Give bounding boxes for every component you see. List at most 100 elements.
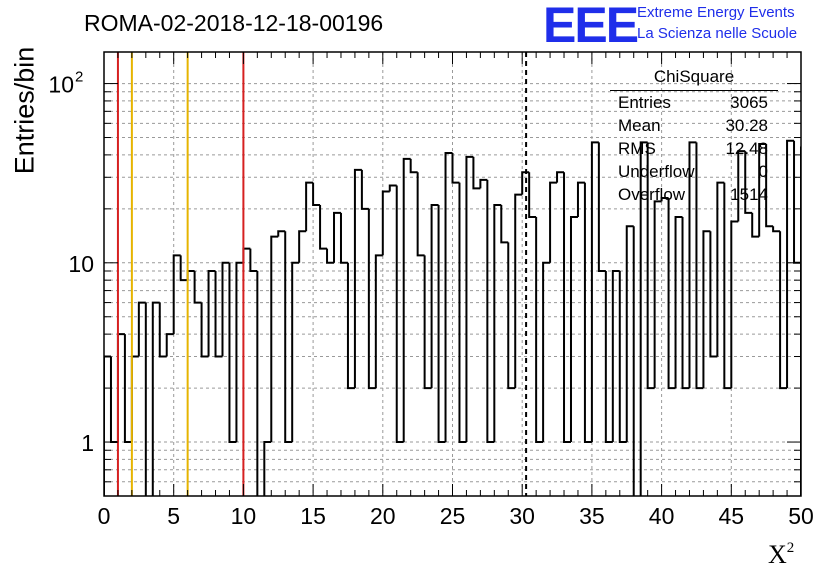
stats-label: Mean <box>618 116 661 135</box>
x-axis-label-exponent: 2 <box>786 540 795 556</box>
histogram-bin <box>528 172 537 219</box>
histogram-bin <box>639 141 648 496</box>
histogram-bin <box>786 139 795 389</box>
histogram-bin <box>737 150 746 222</box>
histogram-bin <box>312 182 321 207</box>
histogram-bin <box>207 270 216 357</box>
histogram-bin <box>381 190 390 256</box>
histogram-bin <box>465 155 474 443</box>
stats-label: Entries <box>618 93 671 112</box>
histogram-bin <box>104 355 111 496</box>
histogram-bin <box>632 226 635 496</box>
histogram-bin <box>765 144 774 228</box>
histogram-bin <box>549 181 558 263</box>
stats-row: RMS 12.48 <box>610 137 778 160</box>
histogram-bin <box>388 184 397 192</box>
stats-value: 12.48 <box>725 139 768 158</box>
histogram-bin <box>409 158 418 174</box>
histogram-bin <box>319 205 328 250</box>
histogram-bin <box>444 151 453 443</box>
histogram-bin <box>172 254 181 335</box>
stats-label: Underflow <box>618 162 695 181</box>
x-tick-label: 20 <box>370 503 396 529</box>
stats-label: Overflow <box>618 185 686 204</box>
histogram-bin <box>730 220 739 389</box>
stats-value: 30.28 <box>725 116 768 135</box>
y-axis-label: Entries/bin <box>9 46 40 175</box>
histogram-bin <box>395 185 404 444</box>
histogram-bin <box>346 262 355 390</box>
histogram-bin <box>702 230 711 389</box>
stats-row: Overflow 1514 <box>610 183 778 206</box>
histogram-bin <box>744 151 753 214</box>
histogram-bin <box>305 181 314 232</box>
stats-value: 0 <box>758 162 768 181</box>
stats-row: Entries 3065 <box>610 91 778 114</box>
histogram-bin <box>472 156 481 190</box>
histogram-bin <box>500 205 509 244</box>
histogram-bin <box>137 301 146 357</box>
histogram-bin <box>514 193 523 389</box>
histogram-bin <box>221 261 230 357</box>
histogram-bin <box>291 261 300 443</box>
histogram-bin <box>569 216 578 443</box>
histogram-bin <box>367 208 376 390</box>
histogram-bin <box>625 225 634 443</box>
histogram-bin <box>256 271 259 496</box>
y-tick-label: 10 <box>68 251 94 277</box>
histogram-bin <box>298 230 307 263</box>
histogram-bin <box>535 217 544 444</box>
histogram-bin <box>228 262 237 444</box>
histogram-bin <box>186 270 195 281</box>
histogram-bin <box>604 271 613 444</box>
histogram-bin <box>423 255 432 390</box>
histogram-bin <box>653 200 662 389</box>
logo-subtitle-line2: La Scienza nelle Scuole <box>637 25 798 42</box>
histogram-bin <box>556 171 565 183</box>
x-tick-label: 10 <box>231 503 257 529</box>
histogram-bin <box>808 147 815 182</box>
stats-title: ChiSquare <box>610 67 778 91</box>
histogram-bin <box>249 248 258 273</box>
y-tick-label-exponent: 2 <box>75 69 83 86</box>
histogram-bin <box>716 181 725 357</box>
histogram-bin <box>723 182 732 390</box>
histogram-bin <box>507 242 516 390</box>
histogram-bin <box>674 216 683 389</box>
histogram-bin <box>660 196 669 202</box>
histogram-bin <box>144 302 147 496</box>
y-tick-label: 1 <box>81 430 94 456</box>
histogram-bin <box>542 261 551 443</box>
x-tick-label: 25 <box>440 503 466 529</box>
x-tick-label: 35 <box>579 503 605 529</box>
histogram-bin <box>583 182 592 444</box>
stats-value: 3065 <box>730 93 768 112</box>
histogram-bin <box>235 261 244 443</box>
histogram-bin <box>451 152 460 184</box>
histogram-bin <box>611 270 620 443</box>
histogram-bin <box>667 197 676 390</box>
histogram-bin <box>646 142 655 390</box>
x-axis-label-symbol: X <box>768 540 787 569</box>
histogram-bin <box>284 231 293 444</box>
stats-row: Mean 30.28 <box>610 114 778 137</box>
histogram-bin <box>815 183 822 243</box>
histogram-bin <box>437 205 446 444</box>
histogram-bin <box>576 181 585 218</box>
histogram-bin <box>709 231 718 358</box>
histogram-bin <box>374 254 383 389</box>
statistics-box: ChiSquare Entries 3065 Mean 30.28 RMS 12… <box>610 67 778 206</box>
histogram-bin <box>193 271 202 304</box>
histogram-bin <box>109 356 118 444</box>
histogram-bin <box>151 301 160 496</box>
x-tick-label: 30 <box>509 503 535 529</box>
histogram-bin <box>360 169 369 210</box>
stats-label: RMS <box>618 139 656 158</box>
histogram-bin <box>458 182 467 444</box>
histogram-bin <box>493 204 502 443</box>
histogram-bin <box>214 271 223 358</box>
histogram-bin <box>758 143 767 237</box>
histogram-bin <box>339 212 348 264</box>
